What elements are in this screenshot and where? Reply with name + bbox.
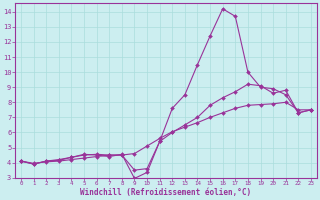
X-axis label: Windchill (Refroidissement éolien,°C): Windchill (Refroidissement éolien,°C) — [80, 188, 252, 197]
